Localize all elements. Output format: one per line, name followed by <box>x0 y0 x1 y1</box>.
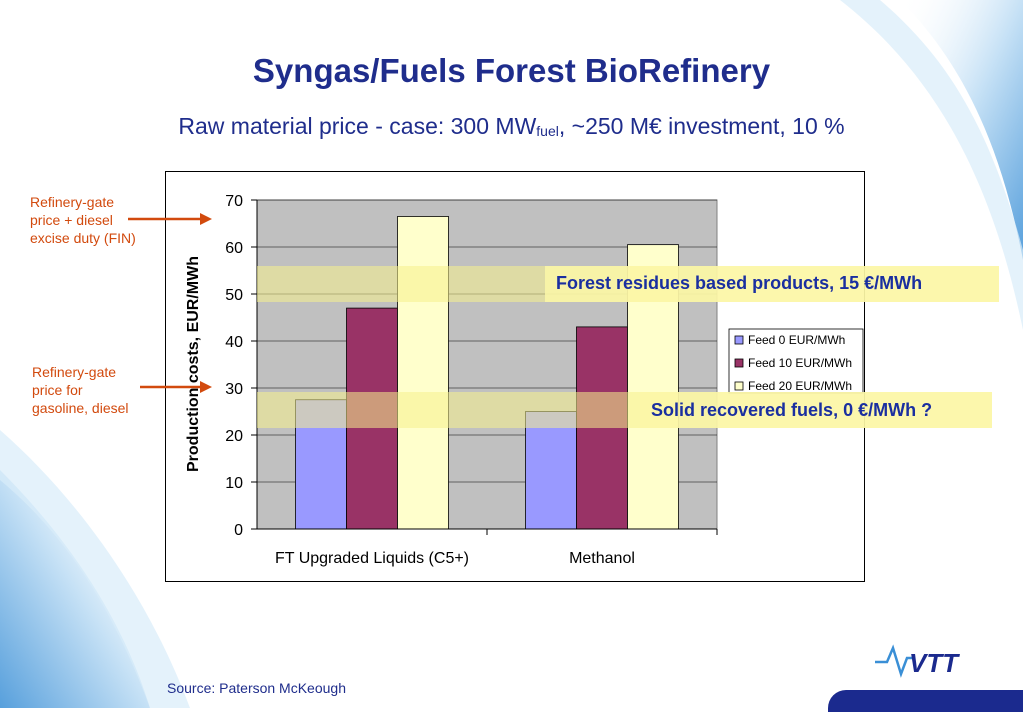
y-tick-label: 0 <box>234 522 243 539</box>
bar <box>525 411 577 530</box>
y-tick-label: 70 <box>225 193 243 210</box>
lower-band-label: Solid recovered fuels, 0 €/MWh ? <box>651 400 933 420</box>
upper-arrow <box>128 213 212 225</box>
legend-label: Feed 20 EUR/MWh <box>748 379 852 393</box>
subtitle-subscript: fuel <box>536 123 559 139</box>
lower-side-note: Refinery-gate price for gasoline, diesel <box>32 363 129 417</box>
slide-subtitle: Raw material price - case: 300 MWfuel, ~… <box>0 113 1023 140</box>
y-tick-label: 10 <box>225 475 243 492</box>
lower-band-box <box>640 392 992 428</box>
legend-swatch <box>734 381 744 391</box>
legend-swatch <box>734 335 744 345</box>
legend-swatch <box>734 358 744 368</box>
x-axis: FT Upgraded Liquids (C5+) Methanol <box>257 528 718 567</box>
bottom-accent-bar <box>828 690 1023 712</box>
y-tick-label: 40 <box>225 334 243 351</box>
slide-title: Syngas/Fuels Forest BioRefinery <box>252 52 771 89</box>
y-axis: 0 10 20 30 40 50 60 70 <box>225 193 258 539</box>
y-tick-label: 30 <box>225 381 243 398</box>
upper-band-box <box>545 266 999 302</box>
legend-box <box>728 328 864 394</box>
lower-note-line: Refinery-gate <box>32 364 117 380</box>
x-category-label: FT Upgraded Liquids (C5+) <box>275 550 469 567</box>
legend-label: Feed 0 EUR/MWh <box>748 333 845 347</box>
upper-note-line: price + diesel <box>30 212 113 228</box>
y-tick-label: 60 <box>225 240 243 257</box>
legend: Feed 0 EUR/MWh Feed 10 EUR/MWh Feed 20 EUR… <box>728 328 864 394</box>
y-tick-label: 20 <box>225 428 243 445</box>
x-category-label: Methanol <box>569 550 635 567</box>
legend-label: Feed 10 EUR/MWh <box>748 356 852 370</box>
upper-note-line: excise duty (FIN) <box>30 230 136 246</box>
source-note: Source: Paterson McKeough <box>167 680 346 696</box>
logo-text: VTT <box>909 648 960 678</box>
lower-note-line: price for <box>32 382 83 398</box>
lower-note-line: gasoline, diesel <box>32 400 129 416</box>
upper-band-label: Forest residues based products, 15 €/MWh <box>556 273 923 293</box>
y-tick-label: 50 <box>225 287 243 304</box>
vtt-logo: VTT <box>875 644 960 678</box>
subtitle-tail: , ~250 M€ investment, 10 % <box>558 113 845 139</box>
lower-arrow <box>140 381 212 393</box>
upper-side-note: Refinery-gate price + diesel excise duty… <box>30 193 136 247</box>
upper-note-line: Refinery-gate <box>30 194 115 210</box>
subtitle-main: Raw material price - case: 300 MW <box>178 113 537 139</box>
